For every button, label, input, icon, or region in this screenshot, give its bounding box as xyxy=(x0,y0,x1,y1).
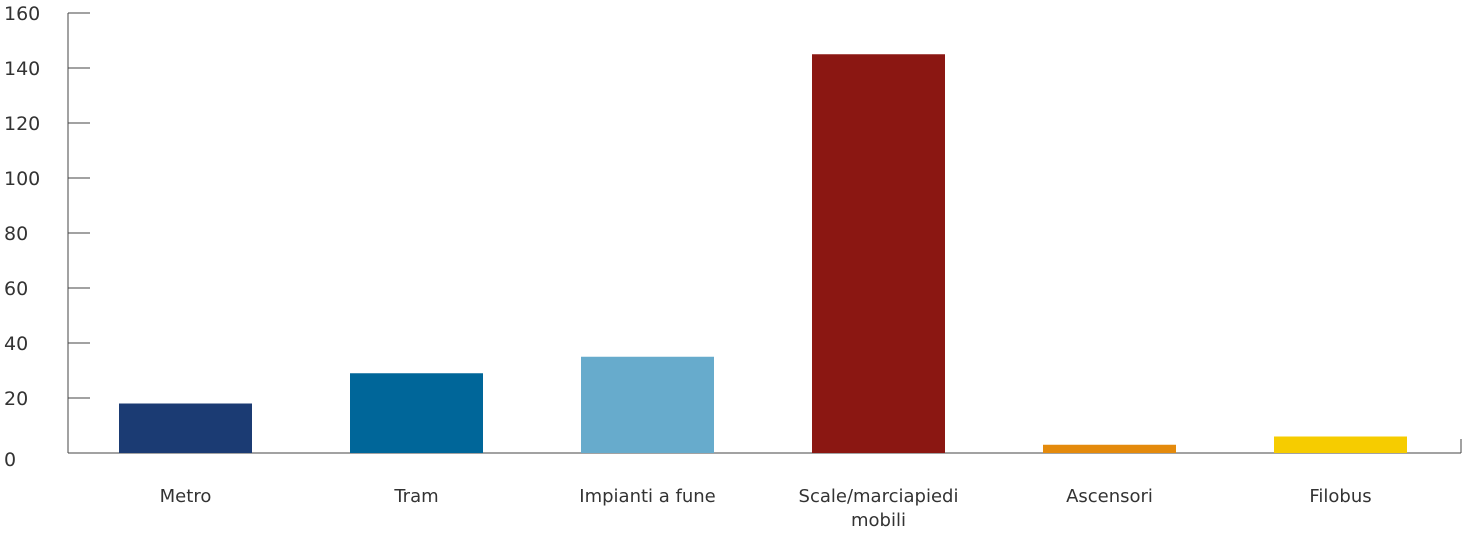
y-tick-label: 0 xyxy=(4,449,16,471)
y-tick-label: 120 xyxy=(4,113,40,135)
x-tick-label: Impianti a fune xyxy=(579,486,715,507)
category-labels: Metro Tram Impianti a fune Scale/marciapied… xyxy=(160,486,1372,531)
y-axis: 0 20 40 60 80 100 120 140 160 xyxy=(4,3,90,471)
x-tick-label: Metro xyxy=(160,486,212,507)
x-tick-label: Filobus xyxy=(1309,486,1371,507)
bar xyxy=(1043,444,1176,453)
x-axis xyxy=(68,439,1462,454)
x-tick-label: Scale/marciapiedi mobili xyxy=(799,486,959,531)
y-tick-label: 160 xyxy=(4,3,40,25)
y-tick-label: 20 xyxy=(4,388,28,410)
y-tick-label: 140 xyxy=(4,58,40,80)
bar xyxy=(812,54,945,453)
y-tick-label: 60 xyxy=(4,278,28,300)
bar xyxy=(581,356,714,453)
y-tick-label: 40 xyxy=(4,333,28,355)
bars xyxy=(119,54,1407,453)
x-tick-label: Ascensori xyxy=(1066,486,1153,507)
x-tick-label: Tram xyxy=(393,486,438,507)
y-tick-label: 80 xyxy=(4,223,28,245)
bar xyxy=(119,403,252,453)
y-tick-label: 100 xyxy=(4,168,40,190)
bar xyxy=(350,373,483,453)
bar xyxy=(1274,436,1407,453)
